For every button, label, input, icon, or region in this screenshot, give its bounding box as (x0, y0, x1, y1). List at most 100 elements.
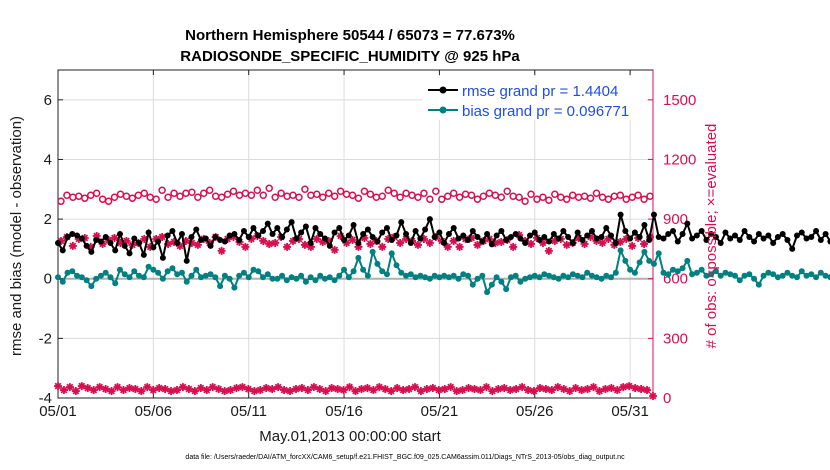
rmse-point (479, 238, 486, 245)
rmse-point (569, 239, 576, 246)
obs-possible-point (604, 195, 613, 203)
bias-point (546, 272, 553, 279)
rmse-point (126, 250, 133, 257)
rmse-point (631, 229, 638, 236)
obs-possible-point (551, 190, 559, 198)
obs-evaluated-point (265, 239, 274, 248)
obs-evaluated-point (271, 238, 280, 247)
rmse-point (159, 254, 166, 261)
bias-point (317, 272, 324, 279)
obs-bottom-point (113, 383, 122, 392)
rmse-point (717, 239, 724, 246)
obs-bottom-point (125, 384, 134, 393)
bias-point (164, 268, 171, 275)
obs-evaluated-point (312, 234, 321, 243)
rmse-point (279, 233, 286, 240)
rmse-point (255, 232, 262, 239)
obs-bottom-point (292, 385, 300, 394)
bias-point (183, 278, 190, 285)
obs-evaluated-point (396, 238, 405, 247)
rmse-point (283, 226, 290, 233)
obs-possible-point (301, 185, 309, 194)
obs-bottom-point (524, 386, 533, 395)
y-tick-label-right: 1500 (663, 92, 696, 109)
obs-possible-point (384, 186, 392, 195)
bias-point (450, 272, 457, 279)
obs-bottom-point (59, 386, 68, 395)
obs-bottom-point (143, 383, 152, 392)
obs-bottom-point (583, 385, 592, 394)
bias-point (145, 263, 152, 270)
obs-possible-point (295, 193, 303, 201)
rmse-point (288, 219, 295, 226)
bias-point (622, 257, 629, 264)
rmse-point (660, 235, 667, 242)
bias-point (684, 257, 691, 264)
bias-point (331, 277, 338, 284)
rmse-point (517, 235, 524, 242)
obs-bottom-point (77, 382, 86, 391)
obs-possible-point (426, 195, 434, 203)
bias-point (550, 274, 557, 281)
rmse-point (431, 233, 438, 240)
bias-point (260, 274, 267, 281)
obs-bottom-point (95, 383, 104, 392)
bias-point (350, 268, 357, 275)
obs-evaluated-point (449, 236, 458, 245)
obs-possible-point (432, 187, 440, 196)
rmse-point (264, 220, 271, 227)
x-tick-label: 05/01 (39, 403, 77, 420)
rmse-point (226, 232, 233, 239)
obs-possible-point (217, 193, 226, 201)
bias-point (460, 271, 467, 278)
bias-point (512, 272, 519, 279)
obs-bottom-point (357, 385, 366, 394)
bias-point (88, 283, 95, 290)
bias-point (403, 272, 410, 279)
rmse-point (646, 236, 653, 243)
rmse-point (121, 242, 128, 249)
obs-bottom-point (220, 387, 229, 396)
bias-point (636, 259, 643, 266)
bias-point (212, 274, 219, 281)
obs-possible-point (235, 191, 244, 199)
obs-bottom-point (607, 384, 616, 393)
obs-possible-point (378, 192, 387, 200)
rmse-point (684, 220, 691, 227)
bias-point (64, 269, 71, 276)
obs-possible-point (509, 192, 517, 200)
obs-evaluated-point (318, 237, 327, 246)
bias-point (784, 269, 791, 276)
obs-bottom-point (333, 385, 342, 394)
bias-point (78, 274, 85, 281)
rmse-point (732, 232, 739, 239)
rmse-point (193, 226, 200, 233)
y-axis-label-left: rmse and bias (model - observation) (8, 116, 25, 356)
obs-evaluated-point (181, 236, 190, 245)
rmse-point (369, 233, 376, 240)
bias-point (269, 275, 276, 282)
obs-evaluated-point (491, 238, 500, 247)
obs-bottom-point (107, 387, 116, 396)
obs-possible-point (622, 195, 630, 203)
obs-possible-point (205, 186, 214, 195)
rmse-point (770, 239, 777, 246)
rmse-point (484, 231, 491, 237)
obs-possible-point (449, 189, 458, 197)
obs-bottom-point (351, 387, 360, 396)
bias-point (250, 266, 257, 273)
obs-possible-point (116, 190, 125, 198)
x-tick-label: 05/21 (421, 403, 459, 420)
obs-evaluated-point (217, 246, 226, 255)
bias-point (93, 275, 100, 282)
bias-point (445, 274, 452, 281)
bias-point (627, 266, 634, 273)
obs-possible-point (336, 187, 345, 196)
obs-evaluated-point (86, 242, 95, 251)
rmse-point (202, 235, 209, 242)
bias-point (631, 269, 638, 276)
bias-point (393, 262, 400, 269)
bias-point (236, 272, 243, 279)
obs-possible-point (146, 193, 154, 201)
rmse-point (102, 233, 109, 240)
